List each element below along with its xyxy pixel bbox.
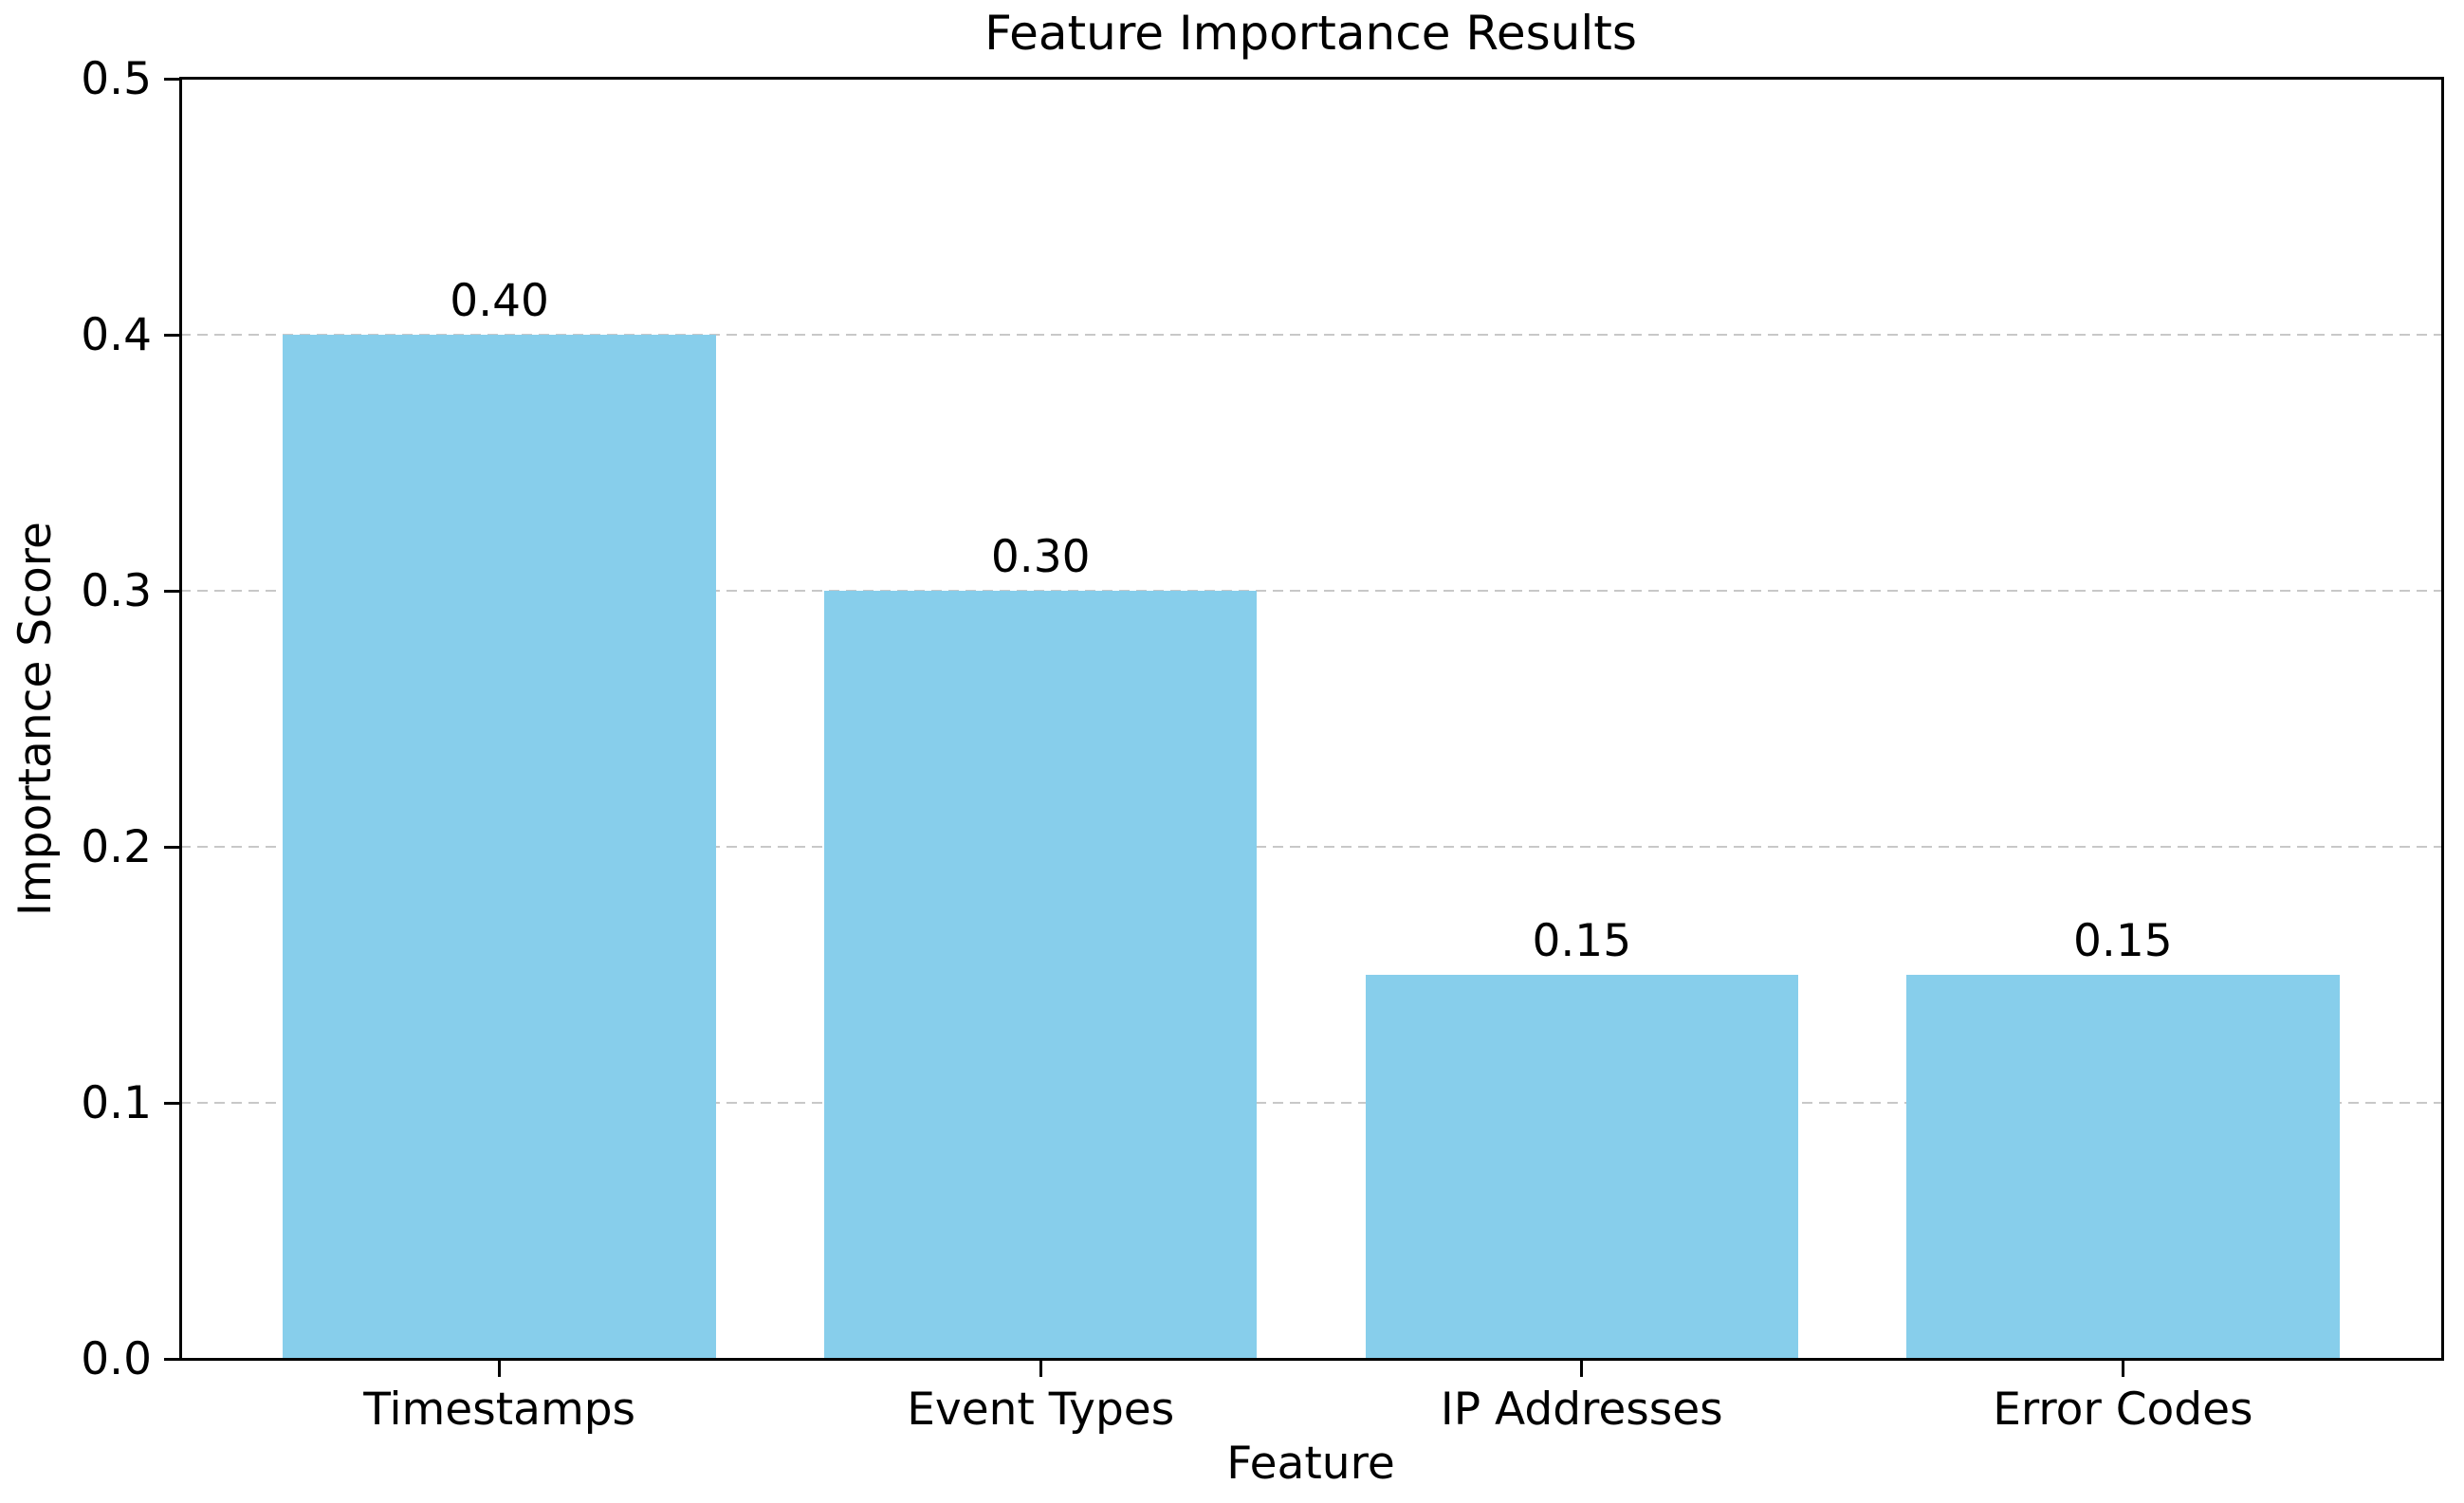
bar-value-label-timestamps: 0.40 <box>450 275 549 327</box>
y-tick-label: 0.4 <box>81 309 152 361</box>
y-tick-mark <box>164 845 180 849</box>
bar-timestamps <box>283 335 716 1359</box>
x-tick-label-error-codes: Error Codes <box>1993 1384 2253 1436</box>
y-tick-label: 0.2 <box>81 821 152 873</box>
bar-value-label-error-codes: 0.15 <box>2073 915 2173 967</box>
x-tick-label-event-types: Event Types <box>907 1384 1175 1436</box>
gridline-0.3 <box>180 590 2442 592</box>
gridline-0.2 <box>180 846 2442 848</box>
x-tick-mark <box>1039 1361 1042 1377</box>
x-tick-mark <box>2121 1361 2124 1377</box>
x-tick-mark <box>1580 1361 1584 1377</box>
bar-value-label-event-types: 0.30 <box>990 531 1091 583</box>
x-axis-label: Feature <box>1226 1438 1395 1490</box>
y-tick-mark <box>164 77 180 81</box>
bar-error-codes <box>1906 975 2340 1359</box>
y-tick-label: 0.5 <box>81 53 152 105</box>
bar-ip-addresses <box>1365 975 1798 1359</box>
y-tick-mark <box>164 1101 180 1105</box>
bar-value-label-ip-addresses: 0.15 <box>1532 915 1632 967</box>
bar-event-types <box>823 591 1258 1359</box>
gridline-0.4 <box>180 334 2442 336</box>
y-tick-mark <box>164 1357 180 1361</box>
x-tick-label-ip-addresses: IP Addresses <box>1440 1384 1723 1436</box>
y-tick-label: 0.1 <box>81 1077 152 1129</box>
y-tick-mark <box>164 333 180 337</box>
x-tick-mark <box>498 1361 502 1377</box>
x-tick-label-timestamps: Timestamps <box>363 1384 636 1436</box>
y-tick-mark <box>164 589 180 593</box>
y-tick-label: 0.3 <box>81 565 152 617</box>
chart-title: Feature Importance Results <box>984 6 1637 61</box>
gridline-0.1 <box>180 1102 2442 1104</box>
y-tick-label: 0.0 <box>81 1333 152 1385</box>
